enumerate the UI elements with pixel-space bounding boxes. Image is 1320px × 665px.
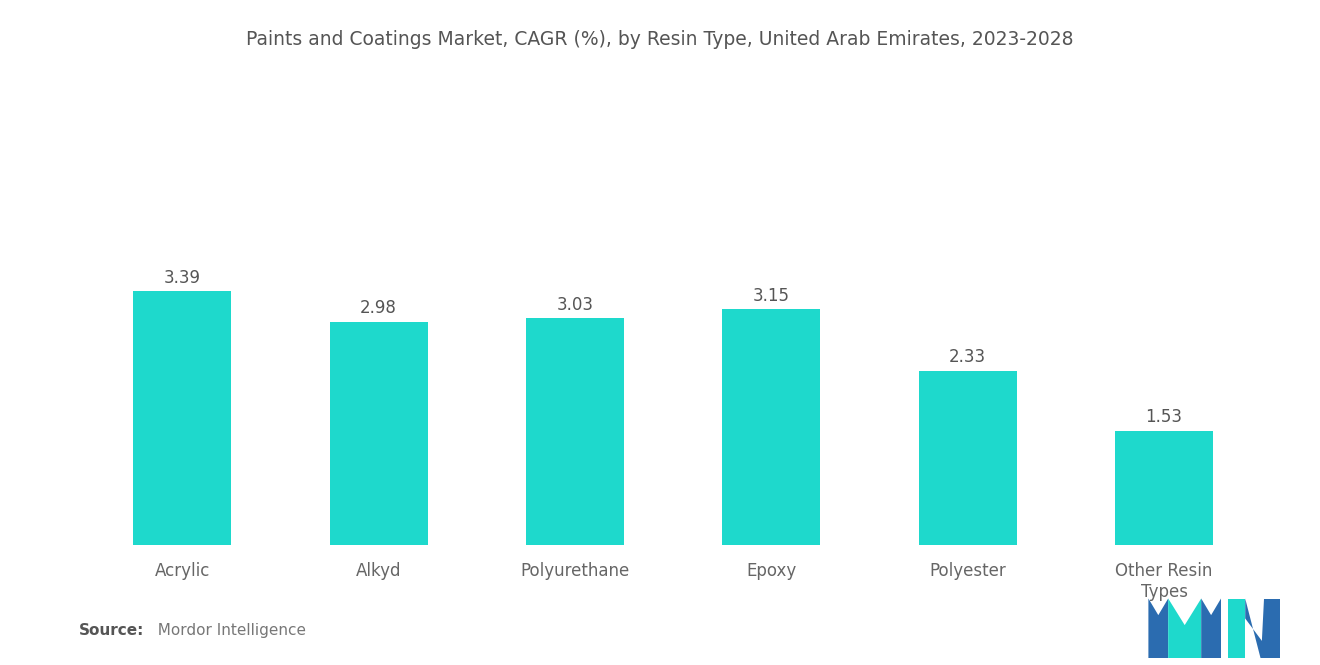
Bar: [919, 370, 1016, 545]
Text: 2.33: 2.33: [949, 348, 986, 366]
Text: 3.03: 3.03: [557, 296, 594, 314]
Polygon shape: [1168, 598, 1201, 658]
Bar: [722, 309, 821, 545]
Polygon shape: [1201, 598, 1221, 658]
Polygon shape: [1245, 598, 1275, 658]
Bar: [1115, 431, 1213, 545]
Text: 2.98: 2.98: [360, 299, 397, 317]
Text: Source:: Source:: [79, 623, 145, 638]
Text: 3.15: 3.15: [752, 287, 789, 305]
Polygon shape: [1228, 598, 1245, 658]
Bar: [330, 322, 428, 545]
Text: 3.39: 3.39: [164, 269, 201, 287]
Text: Paints and Coatings Market, CAGR (%), by Resin Type, United Arab Emirates, 2023-: Paints and Coatings Market, CAGR (%), by…: [247, 30, 1073, 49]
Text: Mordor Intelligence: Mordor Intelligence: [148, 623, 306, 638]
Polygon shape: [1261, 598, 1280, 658]
Polygon shape: [1148, 598, 1168, 658]
Bar: [525, 318, 624, 545]
Text: 1.53: 1.53: [1146, 408, 1183, 426]
Bar: [133, 291, 231, 545]
